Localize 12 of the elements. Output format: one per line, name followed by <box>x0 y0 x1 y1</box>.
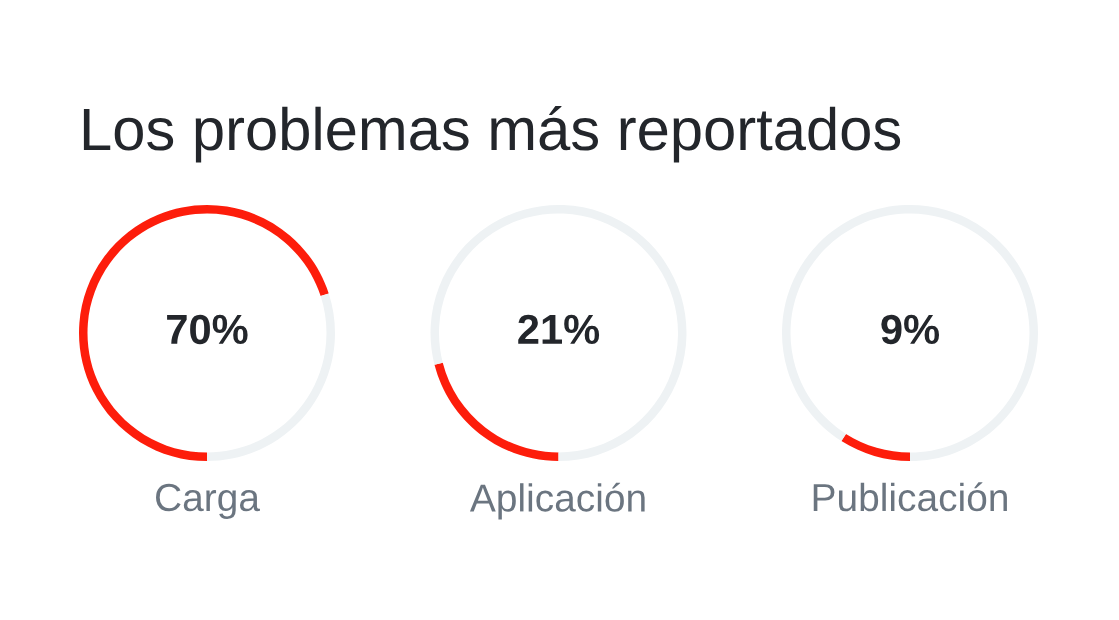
slice-label: Aplicación <box>469 482 645 520</box>
text: 70% <box>167 314 248 345</box>
text: 9% <box>881 314 940 345</box>
slice-label: Carga <box>156 483 260 520</box>
donut-slice <box>841 433 910 461</box>
text: Los problemas más reportados <box>83 106 901 163</box>
donut-slice <box>79 205 329 461</box>
donut-slice <box>782 205 1038 461</box>
slice-label: Publicación <box>813 482 1007 512</box>
text: 21% <box>518 314 600 345</box>
donut-slice <box>434 362 559 461</box>
donut-slice <box>430 205 687 461</box>
